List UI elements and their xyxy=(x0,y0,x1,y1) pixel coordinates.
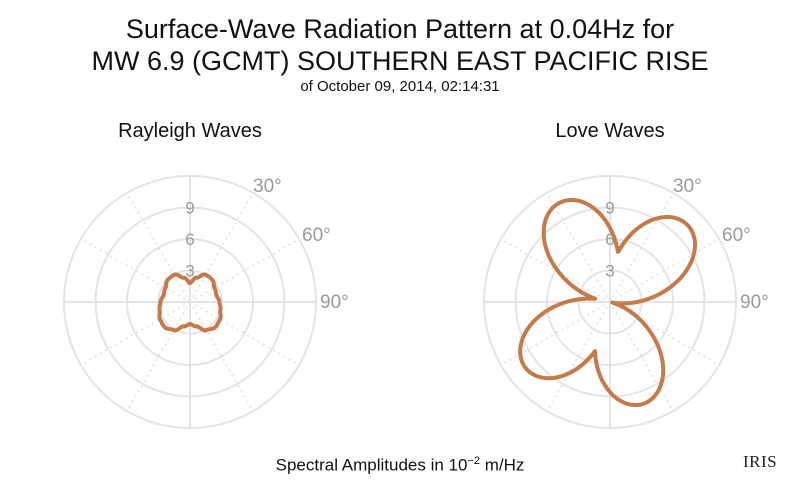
chart-title-line-1: Surface-Wave Radiation Pattern at 0.04Hz… xyxy=(125,14,675,44)
rayleigh-panel: Rayleigh Waves 3 6 9 30° 60° 90° xyxy=(63,120,349,429)
panel-title: Rayleigh Waves xyxy=(118,120,262,142)
angle-tick-label: 30° xyxy=(253,176,282,197)
grid-ring xyxy=(514,206,706,398)
radial-tick-label: 3 xyxy=(605,262,614,281)
love-panel: Love Waves 3 6 9 30° 60° 90° xyxy=(483,120,769,429)
radial-tick-label: 9 xyxy=(605,199,614,218)
angle-tick-label: 30° xyxy=(673,176,702,197)
panel-title: Love Waves xyxy=(555,120,664,142)
grid-ring xyxy=(157,269,223,335)
grid-ring xyxy=(63,175,317,429)
grid-ring xyxy=(483,175,737,429)
angle-tick-label: 90° xyxy=(740,292,769,313)
units-prefix: Spectral Amplitudes in 10 xyxy=(275,455,468,475)
angle-tick-label: 60° xyxy=(302,225,331,246)
angle-tick-label: 60° xyxy=(722,225,751,246)
radial-tick-label: 6 xyxy=(185,230,194,249)
chart-subtitle: of October 09, 2014, 02:14:31 xyxy=(300,78,500,95)
units-suffix: m/Hz xyxy=(480,455,525,475)
grid-ring xyxy=(126,238,254,366)
radial-tick-label: 6 xyxy=(605,230,614,249)
radiation-pattern-curve xyxy=(157,272,223,333)
iris-logo: IRIS xyxy=(743,452,778,471)
units-exponent: −2 xyxy=(467,455,480,467)
grid-ring xyxy=(94,206,286,398)
radiation-pattern-curve xyxy=(518,198,697,408)
chart-title-line-2: MW 6.9 (GCMT) SOUTHERN EAST PACIFIC RISE xyxy=(91,46,709,76)
amplitude-units-label: Spectral Amplitudes in 10−2 m/Hz xyxy=(0,455,800,476)
radial-tick-label: 9 xyxy=(185,199,194,218)
grid-ring xyxy=(546,238,674,366)
radial-tick-label: 3 xyxy=(185,262,194,281)
angle-tick-label: 90° xyxy=(320,292,349,313)
